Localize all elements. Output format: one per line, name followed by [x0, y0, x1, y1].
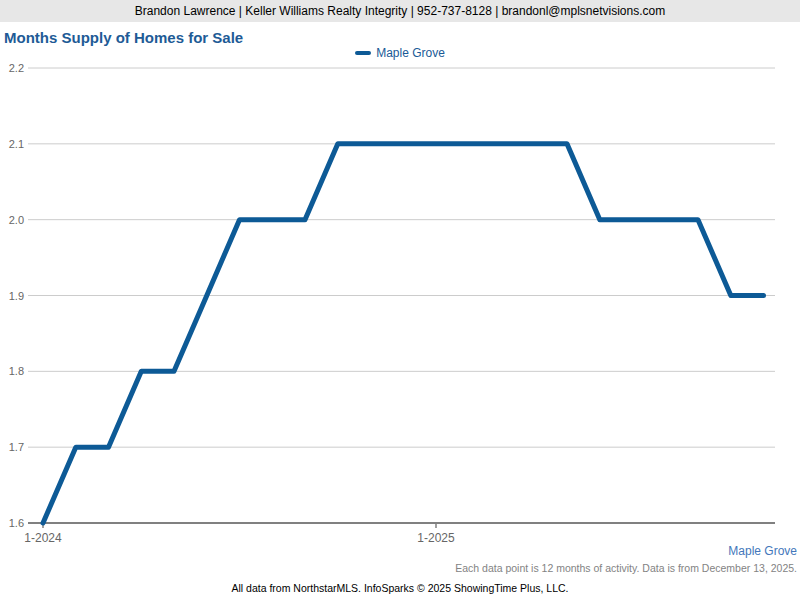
- y-tick-label: 2.1: [9, 138, 24, 150]
- data-disclaimer-text: Each data point is 12 months of activity…: [455, 562, 797, 574]
- x-tick-label: 1-2025: [417, 531, 455, 545]
- x-tick-label: 1-2024: [24, 531, 62, 545]
- y-tick-label: 2.2: [9, 62, 24, 74]
- y-tick-label: 1.6: [9, 517, 24, 529]
- y-tick-label: 1.8: [9, 365, 24, 377]
- data-attribution-text: All data from NorthstarMLS. InfoSparks ©…: [0, 582, 800, 594]
- y-tick-label: 1.7: [9, 441, 24, 453]
- y-tick-label: 1.9: [9, 290, 24, 302]
- infosparks-report: Brandon Lawrence | Keller Williams Realt…: [0, 0, 800, 600]
- y-tick-label: 2.0: [9, 214, 24, 226]
- footer-series-label: Maple Grove: [728, 544, 797, 558]
- months-supply-line-chart: 1.6 1.7 1.8 1.9 2.0 2.1 2.2 1-2024 1-2025: [0, 0, 800, 600]
- series-line-maple-grove: [43, 144, 764, 523]
